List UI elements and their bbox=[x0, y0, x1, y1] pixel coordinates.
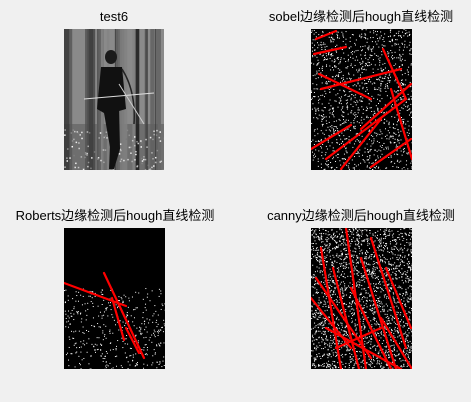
subplot-title-sobel: sobel边缘检测后hough直线检测 bbox=[268, 9, 454, 24]
image-axes-sobel[interactable] bbox=[311, 29, 412, 170]
image-axes-roberts[interactable] bbox=[64, 228, 165, 369]
image-axes-canny[interactable] bbox=[311, 228, 412, 369]
sobel-edge-image bbox=[311, 29, 412, 170]
subplot-title-roberts: Roberts边缘检测后hough直线检测 bbox=[15, 208, 215, 223]
roberts-edge-image bbox=[64, 228, 165, 369]
canny-edge-image bbox=[311, 228, 412, 369]
grayscale-photo-image bbox=[64, 29, 164, 170]
image-axes-test6[interactable] bbox=[64, 29, 164, 170]
subplot-title-canny: canny边缘检测后hough直线检测 bbox=[267, 208, 455, 223]
subplot-title-test6: test6 bbox=[99, 9, 129, 24]
